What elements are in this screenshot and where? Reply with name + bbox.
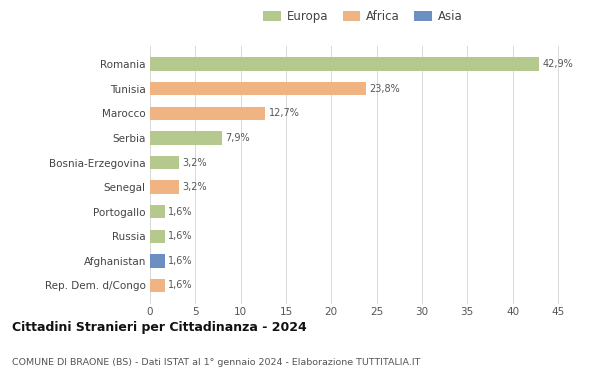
Bar	[150, 254, 164, 268]
Bar	[150, 279, 164, 292]
Bar	[150, 82, 366, 95]
Text: 3,2%: 3,2%	[182, 157, 207, 168]
Text: Cittadini Stranieri per Cittadinanza - 2024: Cittadini Stranieri per Cittadinanza - 2…	[12, 321, 307, 334]
Bar	[150, 156, 179, 169]
Text: 3,2%: 3,2%	[182, 182, 207, 192]
Text: 7,9%: 7,9%	[225, 133, 250, 143]
Text: 1,6%: 1,6%	[168, 207, 193, 217]
Bar	[150, 57, 539, 71]
Legend: Europa, Africa, Asia: Europa, Africa, Asia	[259, 5, 467, 27]
Bar	[150, 180, 179, 194]
Text: COMUNE DI BRAONE (BS) - Dati ISTAT al 1° gennaio 2024 - Elaborazione TUTTITALIA.: COMUNE DI BRAONE (BS) - Dati ISTAT al 1°…	[12, 358, 421, 367]
Bar	[150, 106, 265, 120]
Text: 23,8%: 23,8%	[370, 84, 400, 94]
Text: 1,6%: 1,6%	[168, 256, 193, 266]
Bar	[150, 230, 164, 243]
Bar	[150, 205, 164, 218]
Text: 1,6%: 1,6%	[168, 280, 193, 290]
Text: 12,7%: 12,7%	[269, 108, 299, 118]
Text: 1,6%: 1,6%	[168, 231, 193, 241]
Bar	[150, 131, 221, 145]
Text: 42,9%: 42,9%	[542, 59, 573, 69]
